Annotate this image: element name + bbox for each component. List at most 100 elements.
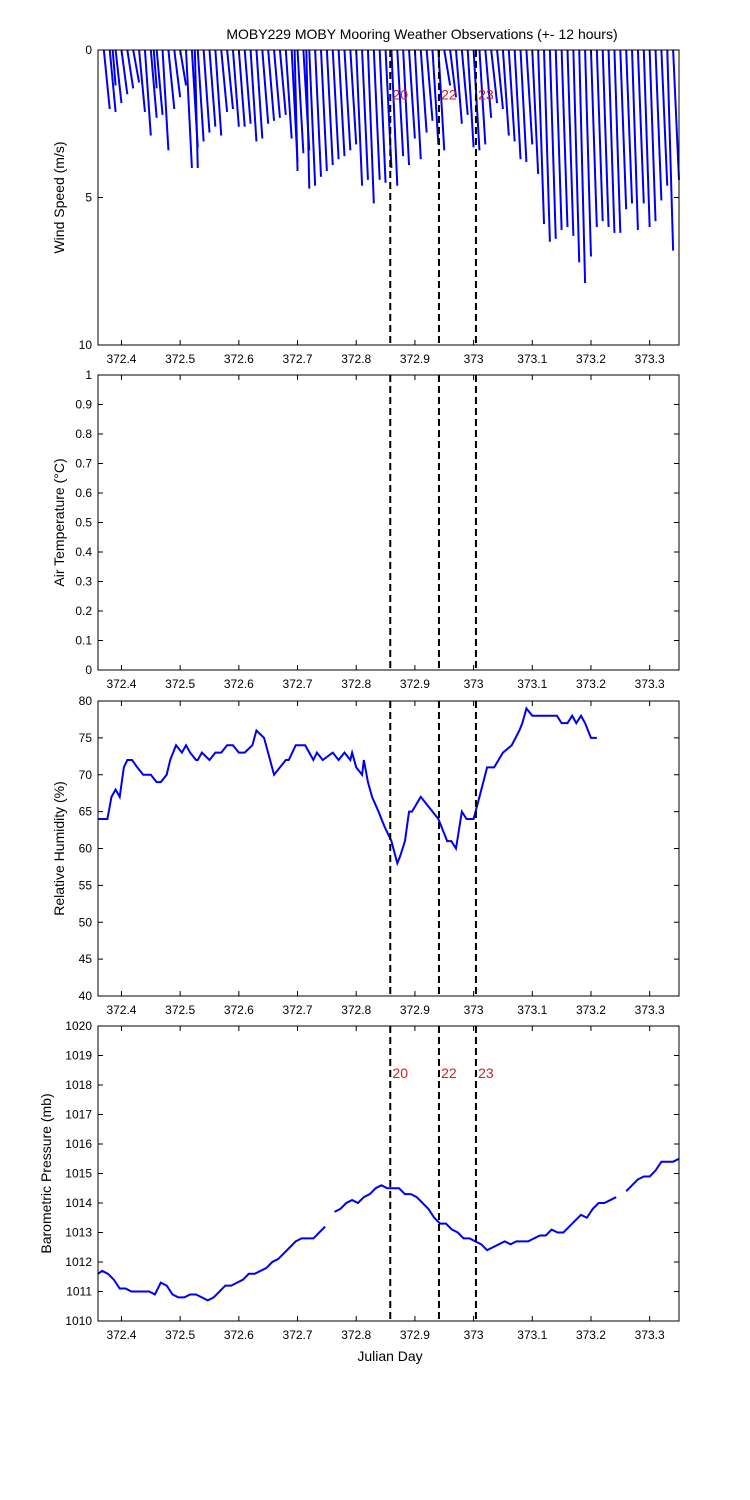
wind-stick xyxy=(220,49,229,113)
wind-stick xyxy=(537,49,546,225)
x-tick-label: 373.1 xyxy=(517,1003,547,1017)
y-tick-label: 80 xyxy=(79,694,93,708)
relative-humidity-panel: 372.4 372.5 372.6 372.7 372.8 372.9 373 373.1 37… xyxy=(51,694,680,1017)
y-tick-label: 0.5 xyxy=(75,516,92,530)
x-tick-label: 373.2 xyxy=(576,1328,606,1342)
wind-stick xyxy=(484,49,493,118)
wind-stick xyxy=(572,49,581,263)
wind-stick xyxy=(425,49,434,121)
wind-stick xyxy=(660,49,669,186)
wind-stick xyxy=(654,49,663,201)
x-tick-label: 372.5 xyxy=(165,1003,195,1017)
x-tick-label: 372.5 xyxy=(165,352,195,366)
y-tick-label: 65 xyxy=(79,805,93,819)
wind-stick xyxy=(167,49,176,110)
x-tick-label: 372.5 xyxy=(165,1328,195,1342)
wind-stick xyxy=(108,49,117,113)
wind-stick xyxy=(666,49,675,251)
wind-stick xyxy=(355,49,364,186)
event-label: 20 xyxy=(392,1065,408,1081)
x-tick-label: 372.6 xyxy=(224,1003,254,1017)
axes-frame xyxy=(97,1025,680,1322)
x-tick-label: 372.6 xyxy=(224,352,254,366)
wind-stick xyxy=(126,49,135,89)
wind-stick xyxy=(173,49,182,98)
wind-stick xyxy=(255,49,264,139)
x-tick-label: 372.8 xyxy=(341,352,371,366)
wind-stick xyxy=(501,49,510,136)
y-tick-label: 1015 xyxy=(65,1167,92,1181)
x-tick-label: 372.9 xyxy=(400,352,430,366)
wind-stick xyxy=(278,49,287,115)
wind-stick xyxy=(161,49,170,151)
wind-stick xyxy=(513,49,522,160)
y-tick-label: 1012 xyxy=(65,1255,92,1269)
x-tick-label: 372.7 xyxy=(283,1328,313,1342)
wind-stick xyxy=(443,49,452,86)
y-tick-label: 1018 xyxy=(65,1078,92,1092)
wind-stick xyxy=(525,49,534,145)
y-tick-label: 1 xyxy=(85,368,92,382)
wind-stick xyxy=(249,49,258,142)
x-tick-label: 373 xyxy=(464,677,484,691)
y-tick-label: 1020 xyxy=(65,1019,92,1033)
x-tick-label: 373.1 xyxy=(517,677,547,691)
wind-stick xyxy=(185,49,193,169)
wind-stick xyxy=(466,49,475,148)
x-tick-label: 372.6 xyxy=(224,677,254,691)
x-tick-label: 372.4 xyxy=(106,1328,136,1342)
wind-stick xyxy=(155,49,164,115)
wind-stick xyxy=(237,49,246,127)
air-temperature-panel: 372.4 372.5 372.6 372.7 372.8 372.9 373 373.1 37… xyxy=(51,368,680,691)
wind-stick xyxy=(384,49,393,169)
wind-stick xyxy=(419,49,428,133)
y-tick-label: 1017 xyxy=(65,1108,92,1122)
wind-stick xyxy=(636,49,645,204)
wind-stick xyxy=(314,49,323,177)
wind-stick xyxy=(378,49,387,183)
wind-stick xyxy=(554,49,563,230)
wind-stick xyxy=(460,49,469,115)
x-axis-label: Julian Day xyxy=(357,1348,422,1364)
wind-stick xyxy=(361,49,369,180)
x-tick-label: 372.9 xyxy=(400,1328,430,1342)
wind-stick xyxy=(372,49,381,180)
x-tick-label: 372.8 xyxy=(341,1003,371,1017)
wind-stick xyxy=(648,49,657,222)
wind-stick xyxy=(267,49,276,121)
y-tick-label: 0.2 xyxy=(75,604,92,618)
wind-stick xyxy=(325,49,334,166)
event-label: 22 xyxy=(441,1065,457,1081)
x-tick-label: 372.5 xyxy=(165,677,195,691)
axes-frame xyxy=(97,374,680,671)
event-label: 23 xyxy=(478,86,494,102)
wind-stick xyxy=(337,49,346,157)
wind-stick xyxy=(408,49,416,139)
wind-stick xyxy=(584,49,592,257)
wind-stick xyxy=(413,49,422,160)
wind-stick xyxy=(243,49,252,124)
wind-stick xyxy=(613,49,622,233)
x-tick-label: 372.4 xyxy=(106,677,136,691)
wind-stick xyxy=(343,49,352,151)
wind-stick xyxy=(193,49,199,169)
y-tick-label: 55 xyxy=(79,878,93,892)
y-tick-label: 75 xyxy=(79,731,93,745)
wind-stick xyxy=(320,49,328,171)
wind-stick xyxy=(366,49,375,204)
y-tick-label: 0 xyxy=(85,663,92,677)
y-tick-label: 50 xyxy=(79,915,93,929)
wind-stick xyxy=(226,49,234,110)
y-tick-label: 1019 xyxy=(65,1049,92,1063)
wind-stick xyxy=(607,49,616,233)
y-axis-label: Relative Humidity (%) xyxy=(51,781,67,916)
x-tick-label: 373 xyxy=(464,1328,484,1342)
x-tick-label: 372.7 xyxy=(283,352,313,366)
y-tick-label: 1010 xyxy=(65,1314,92,1328)
wind-stick xyxy=(478,49,487,145)
wind-stick xyxy=(431,49,440,145)
wind-stick xyxy=(293,49,299,171)
wind-stick xyxy=(296,49,305,154)
wind-stick xyxy=(132,49,141,83)
wind-stick xyxy=(202,49,211,133)
